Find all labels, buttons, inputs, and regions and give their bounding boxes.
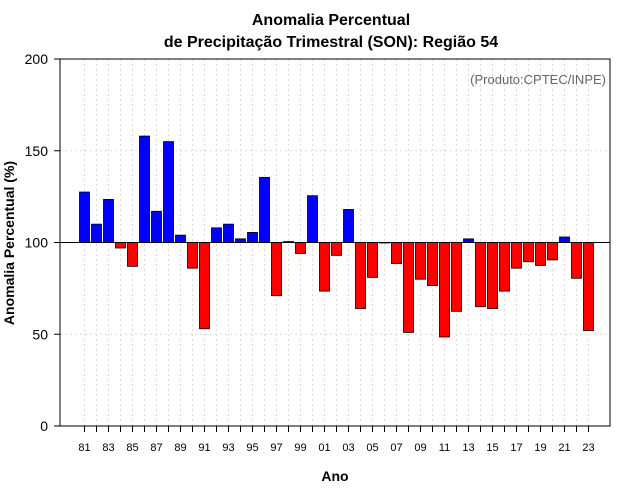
product-annotation: (Produto:CPTEC/INPE) xyxy=(470,72,606,87)
bar-16 xyxy=(499,242,510,292)
x-tick-label: 85 xyxy=(126,442,138,454)
x-tick-label: 11 xyxy=(439,442,450,454)
bar-20 xyxy=(547,242,558,261)
x-tick-label: 83 xyxy=(102,442,114,454)
bar-99 xyxy=(295,242,306,254)
bar-96 xyxy=(259,176,270,243)
x-tick-label: 19 xyxy=(534,442,546,454)
bar-95 xyxy=(247,232,258,243)
bar-97 xyxy=(271,242,282,297)
bar-15 xyxy=(487,242,498,309)
grid xyxy=(60,58,610,427)
bar-10 xyxy=(427,242,438,287)
bar-17 xyxy=(511,242,522,269)
x-tick-label: 01 xyxy=(318,442,330,454)
bar-23 xyxy=(583,242,594,331)
chart-title: Anomalia Percentual xyxy=(252,12,410,29)
bar-05 xyxy=(367,242,378,278)
y-tick-label: 150 xyxy=(25,143,49,159)
x-axis: 81 83 85 87 89 91 93 95 97 99 01 03 05 07 09 11 13 15 17 19… xyxy=(78,426,595,454)
bar-87 xyxy=(151,210,162,243)
x-tick-label: 07 xyxy=(390,442,402,454)
bar-07 xyxy=(391,242,402,265)
bar-81 xyxy=(79,191,90,243)
x-tick-label: 05 xyxy=(366,442,378,454)
bar-04 xyxy=(355,242,366,309)
chart-subtitle: de Precipitação Trimestral (SON): Região… xyxy=(164,34,498,51)
bar-92 xyxy=(211,227,222,243)
bar-11 xyxy=(439,242,450,338)
bar-09 xyxy=(415,242,426,280)
bar-93 xyxy=(223,223,234,243)
bar-82 xyxy=(91,223,102,243)
x-tick-label: 17 xyxy=(510,442,522,454)
bar-91 xyxy=(199,242,210,330)
bar-01 xyxy=(319,242,330,292)
y-tick-label: 0 xyxy=(40,418,48,434)
x-tick-label: 87 xyxy=(150,442,162,454)
bar-18 xyxy=(523,242,534,263)
bar-90 xyxy=(187,242,198,269)
bar-12 xyxy=(451,242,462,312)
bar-83 xyxy=(103,198,114,243)
bar-03 xyxy=(343,209,354,243)
bar-08 xyxy=(403,242,414,333)
y-tick-label: 50 xyxy=(32,326,48,342)
bar-13 xyxy=(463,238,474,243)
bar-85 xyxy=(127,242,138,267)
x-tick-label: 15 xyxy=(486,442,498,454)
bar-22 xyxy=(571,242,582,279)
x-tick-label: 13 xyxy=(462,442,474,454)
x-tick-label: 03 xyxy=(342,442,354,454)
bar-02 xyxy=(331,242,342,256)
x-tick-label: 23 xyxy=(582,442,594,454)
y-axis-label: Anomalia Percentual (%) xyxy=(1,161,17,325)
bar-88 xyxy=(163,141,174,243)
bars xyxy=(79,135,594,338)
x-tick-label: 09 xyxy=(414,442,426,454)
x-tick-label: 89 xyxy=(174,442,186,454)
y-tick-label: 100 xyxy=(25,235,49,251)
y-tick-label: 200 xyxy=(25,51,49,67)
x-tick-label: 97 xyxy=(270,442,282,454)
bar-94 xyxy=(235,238,246,243)
x-tick-label: 93 xyxy=(222,442,234,454)
x-tick-label: 95 xyxy=(246,442,258,454)
x-tick-label: 81 xyxy=(78,442,90,454)
x-axis-label: Ano xyxy=(321,468,348,484)
bar-14 xyxy=(475,242,486,308)
x-tick-label: 99 xyxy=(294,442,306,454)
bar-89 xyxy=(175,234,186,243)
bar-00 xyxy=(307,195,318,243)
bar-21 xyxy=(559,236,570,243)
bar-19 xyxy=(535,242,546,266)
y-axis: 0 50 100 150 200 xyxy=(25,51,60,434)
x-tick-label: 91 xyxy=(198,442,210,454)
bar-86 xyxy=(139,135,150,243)
bar-84 xyxy=(115,242,126,249)
x-tick-label: 21 xyxy=(558,442,570,454)
